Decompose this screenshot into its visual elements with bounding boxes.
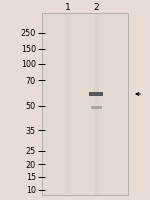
- Text: 50: 50: [26, 102, 36, 111]
- Text: 1: 1: [65, 3, 71, 12]
- Text: 20: 20: [26, 160, 36, 169]
- Text: 250: 250: [21, 29, 36, 38]
- Bar: [94, 14, 99, 195]
- Text: 35: 35: [26, 126, 36, 135]
- Text: 15: 15: [26, 173, 36, 182]
- Text: 25: 25: [26, 147, 36, 156]
- Bar: [42, 14, 128, 195]
- Text: 100: 100: [21, 60, 36, 69]
- Text: 2: 2: [93, 3, 99, 12]
- Text: 150: 150: [21, 45, 36, 54]
- Bar: [65, 14, 71, 195]
- Text: 10: 10: [26, 186, 36, 195]
- Text: 70: 70: [26, 76, 36, 85]
- Bar: [91, 106, 102, 109]
- Bar: [89, 93, 103, 97]
